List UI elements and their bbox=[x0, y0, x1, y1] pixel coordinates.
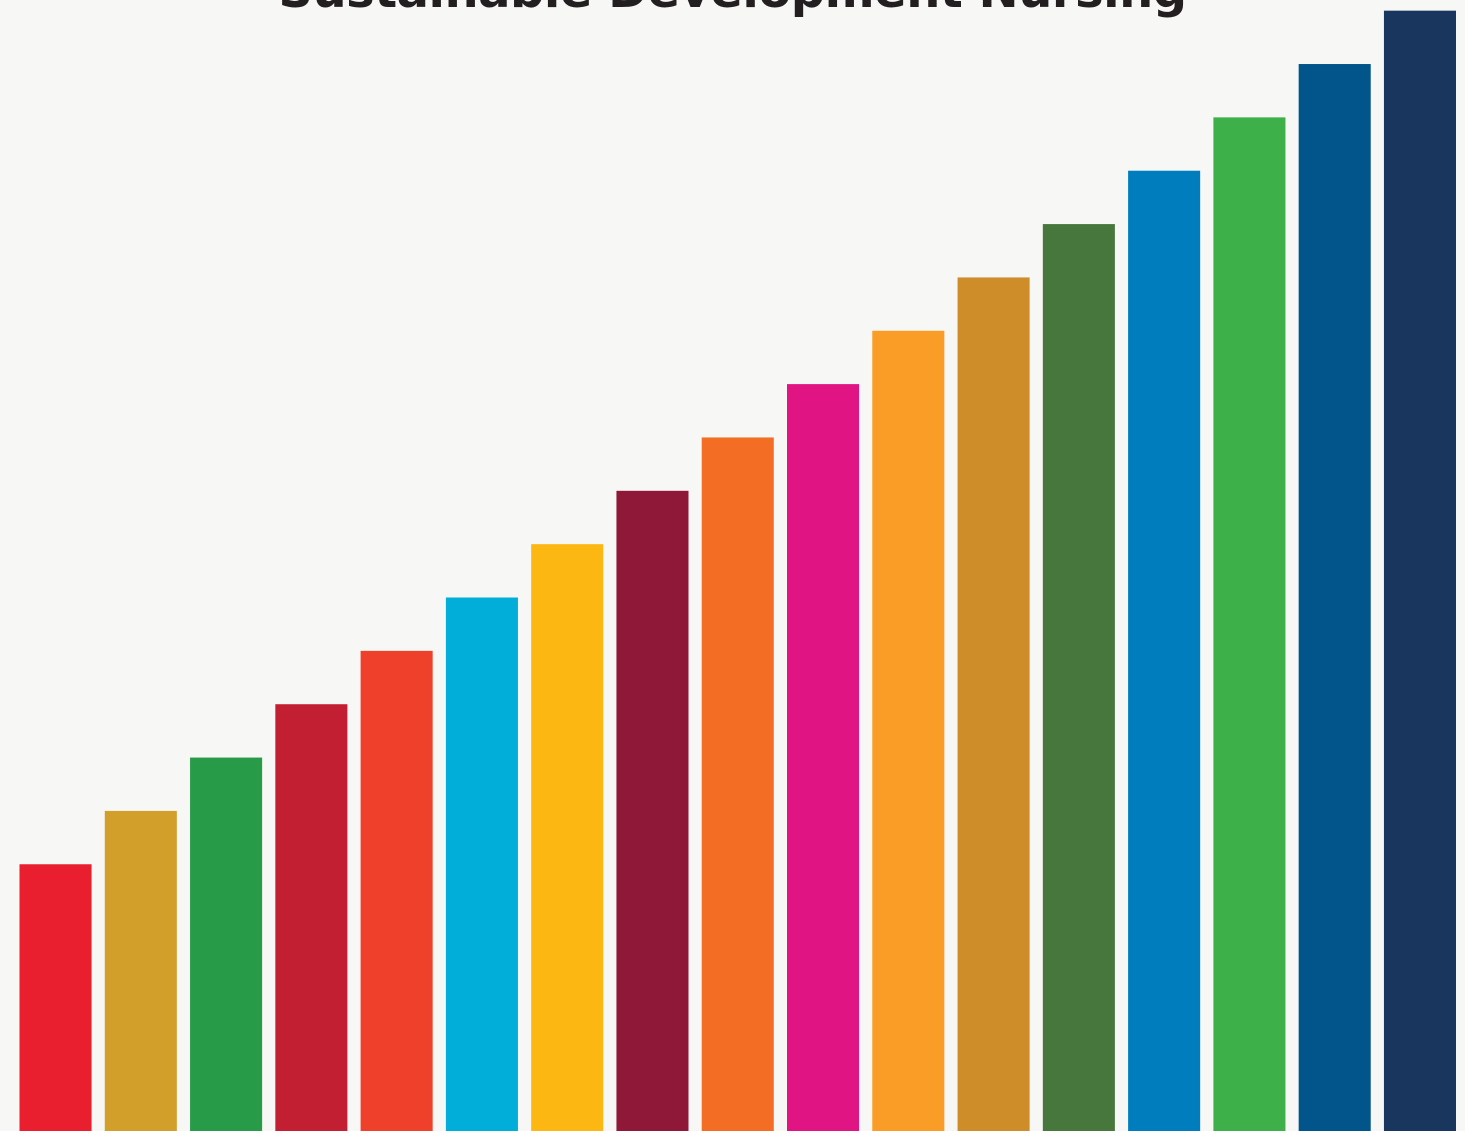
bar-15 bbox=[1213, 117, 1286, 1131]
bar-16 bbox=[1298, 64, 1371, 1131]
bar-2 bbox=[104, 810, 177, 1131]
bar-10 bbox=[787, 384, 860, 1131]
bar-6 bbox=[445, 597, 518, 1131]
bar-17 bbox=[1383, 10, 1456, 1131]
bar-12 bbox=[957, 277, 1030, 1131]
bar-9 bbox=[701, 437, 774, 1131]
bar-11 bbox=[872, 330, 945, 1131]
bar-13 bbox=[1042, 224, 1115, 1131]
bar-4 bbox=[275, 704, 348, 1131]
bar-1 bbox=[19, 864, 92, 1131]
chart-title: Sustainable Development Nursing bbox=[0, 0, 1465, 20]
bar-14 bbox=[1128, 170, 1201, 1131]
bar-3 bbox=[190, 757, 263, 1131]
bar-5 bbox=[360, 650, 433, 1131]
bar-8 bbox=[616, 490, 689, 1131]
bar-7 bbox=[531, 544, 604, 1131]
